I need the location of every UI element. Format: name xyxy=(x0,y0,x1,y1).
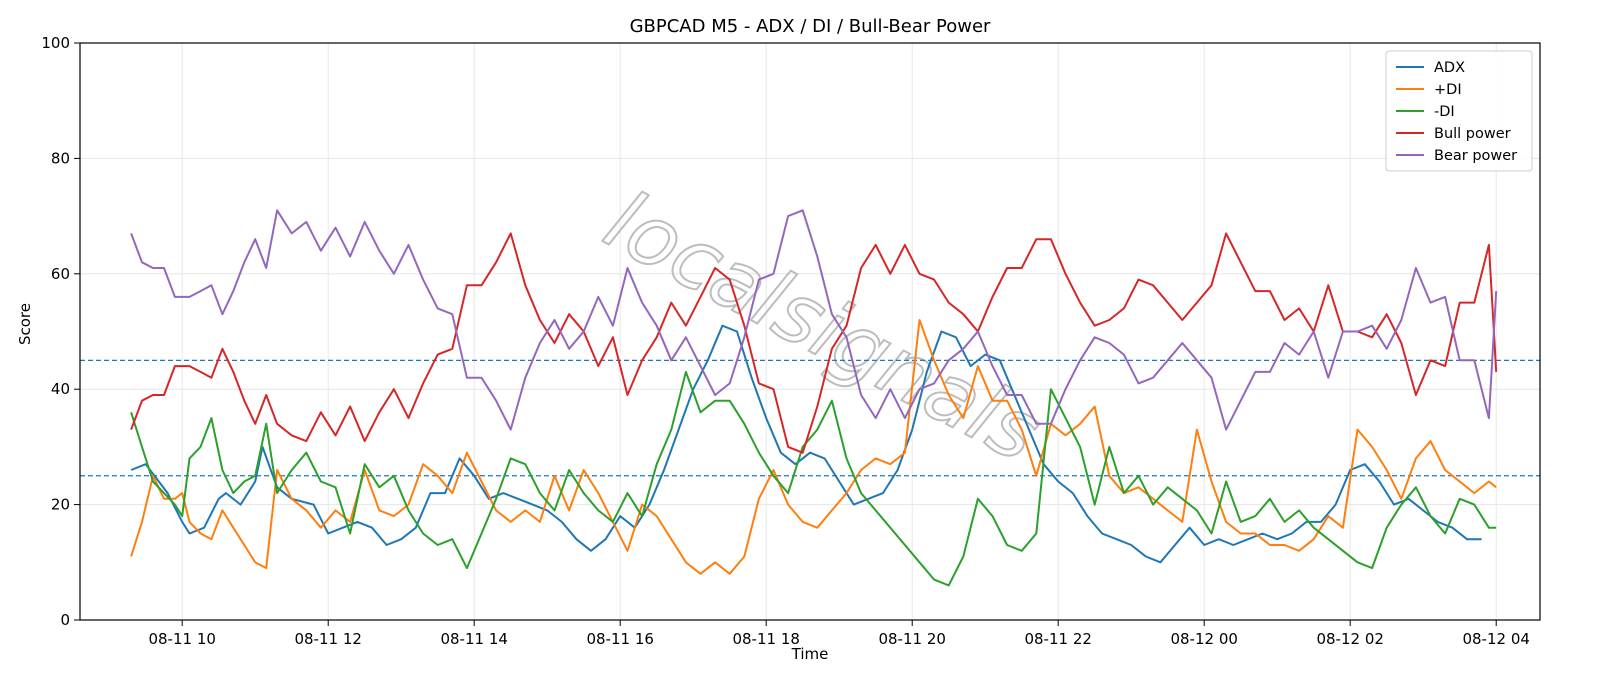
threshold-lines xyxy=(80,359,1540,477)
legend-label: Bull power xyxy=(1434,126,1511,142)
y-tick-label: 0 xyxy=(60,611,70,629)
series-line-di xyxy=(130,319,1497,575)
legend-box xyxy=(1385,50,1533,172)
y-tick-label: 60 xyxy=(51,265,70,283)
x-tick-label: 08-11 10 xyxy=(148,630,215,648)
y-tick-label: 100 xyxy=(41,34,70,52)
chart-title: GBPCAD M5 - ADX / DI / Bull-Bear Power xyxy=(630,16,991,37)
y-tick-label: 20 xyxy=(51,496,70,514)
y-tick-label: 80 xyxy=(51,149,70,167)
x-tick-label: 08-11 18 xyxy=(732,630,799,648)
x-tick-label: 08-11 16 xyxy=(586,630,653,648)
x-tick-label: 08-12 04 xyxy=(1462,630,1529,648)
plot-frame xyxy=(79,42,1541,621)
legend: ADX +DI -DI Bull power Bear power xyxy=(1385,50,1533,172)
y-axis-ticks: 0 20 40 60 80 100 xyxy=(41,34,80,629)
x-tick-label: 08-11 14 xyxy=(440,630,507,648)
y-axis-title: Score xyxy=(16,303,34,345)
series-line-adx xyxy=(130,324,1482,564)
series-lines xyxy=(130,209,1498,587)
x-axis-ticks: 08-11 10 08-11 12 08-11 14 08-11 16 08-11 18… xyxy=(148,620,1530,648)
series-line-bull-power xyxy=(130,232,1498,454)
x-tick-label: 08-11 22 xyxy=(1024,630,1091,648)
legend-label: -DI xyxy=(1434,104,1455,120)
x-tick-label: 08-12 02 xyxy=(1316,630,1383,648)
x-axis-title: Time xyxy=(791,645,829,663)
x-tick-label: 08-11 12 xyxy=(294,630,361,648)
series-line-di xyxy=(130,370,1497,587)
y-tick-label: 40 xyxy=(51,380,70,398)
legend-label: Bear power xyxy=(1434,148,1517,164)
series-line-bear-power xyxy=(130,209,1498,431)
legend-label: ADX xyxy=(1434,60,1465,76)
legend-label: +DI xyxy=(1434,82,1462,98)
x-tick-label: 08-12 00 xyxy=(1170,630,1237,648)
x-tick-label: 08-11 20 xyxy=(878,630,945,648)
